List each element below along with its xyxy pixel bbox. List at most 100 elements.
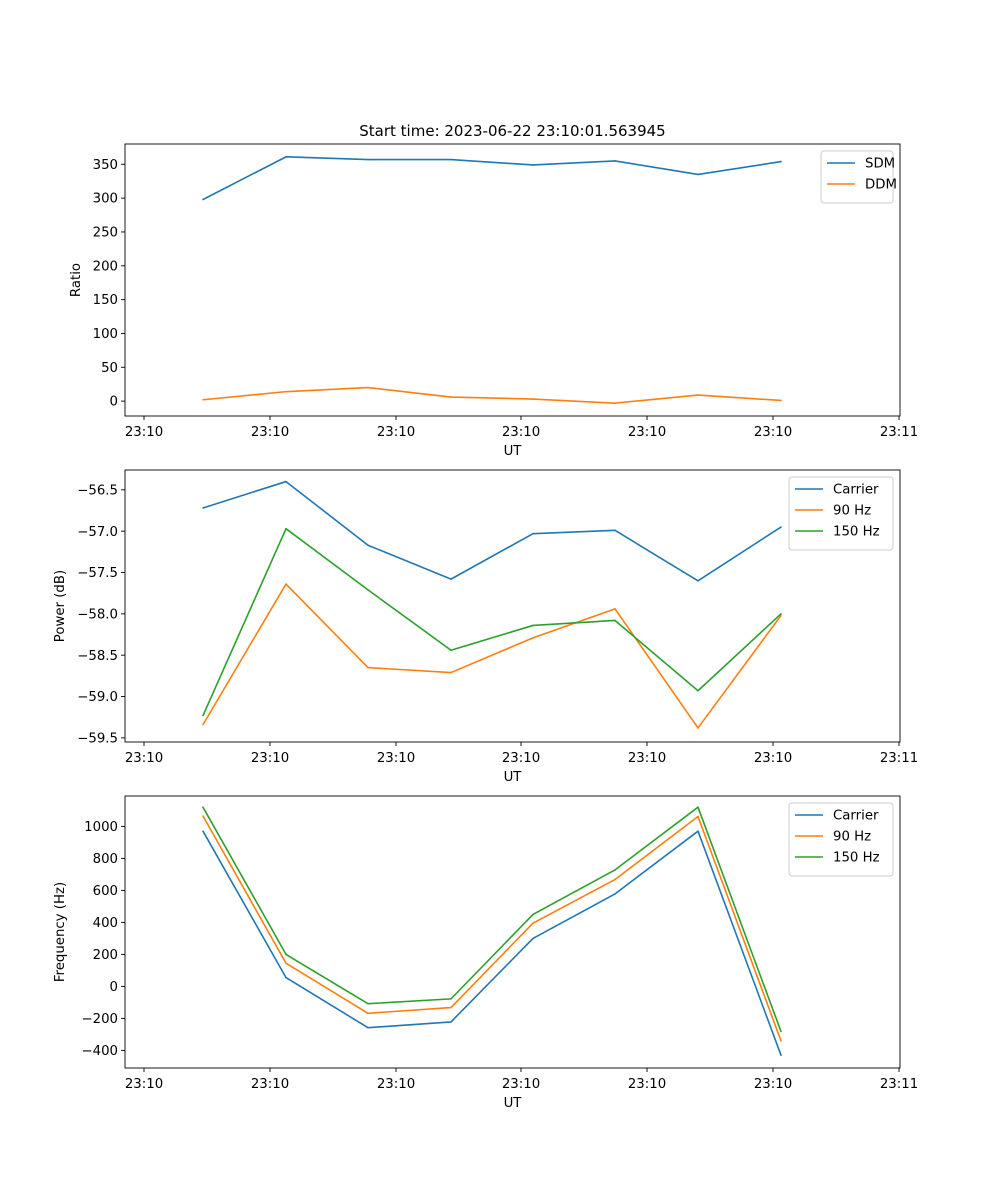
- x-tick-label: 23:10: [377, 1077, 415, 1092]
- data-point: [202, 714, 204, 717]
- x-tick-label: 23:10: [628, 425, 666, 440]
- data-point: [614, 869, 616, 871]
- y-tick-label: 800: [93, 852, 118, 867]
- x-tick-label: 23:10: [754, 425, 792, 440]
- data-point: [450, 649, 452, 652]
- series-line-90-hz: [202, 583, 782, 729]
- data-point: [285, 390, 287, 393]
- data-point: [614, 608, 616, 610]
- data-point: [367, 158, 369, 161]
- data-point: [285, 480, 287, 483]
- legend-label: Carrier: [833, 483, 879, 498]
- y-tick-label: 600: [93, 884, 118, 899]
- series-line-150-hz: [202, 527, 782, 716]
- x-tick-label: 23:10: [251, 751, 289, 766]
- legend-label: SDM: [865, 157, 895, 172]
- y-tick-label: −57.5: [77, 566, 118, 581]
- data-point: [450, 998, 452, 1000]
- y-tick-label: 250: [93, 226, 118, 241]
- data-point: [780, 399, 782, 402]
- data-point: [367, 1026, 369, 1029]
- data-point: [532, 937, 534, 940]
- series-line-carrier: [202, 830, 782, 1056]
- x-tick-label: 23:10: [628, 751, 666, 766]
- data-point: [367, 386, 369, 389]
- x-axis-label: UT: [504, 1096, 523, 1111]
- legend-label: 90 Hz: [833, 830, 871, 845]
- data-point: [532, 164, 534, 166]
- legend-label: 90 Hz: [833, 504, 871, 519]
- y-axis-label: Ratio: [69, 263, 84, 297]
- data-point: [614, 878, 616, 881]
- data-point: [532, 637, 534, 639]
- chart-2: 23:10 23:10 23:10 23:10 23:10 23:10 23:11 UT −59…: [53, 469, 918, 785]
- y-tick-label: −57.0: [77, 525, 118, 540]
- chart-1: 23:10 23:10 23:10 23:10 23:10 23:10 23:11 UT 0 50…: [69, 143, 918, 459]
- data-point: [367, 589, 369, 591]
- x-tick-label: 23:10: [754, 751, 792, 766]
- y-tick-label: 50: [101, 361, 118, 376]
- data-point: [285, 527, 287, 530]
- y-tick-label: 0: [110, 980, 118, 995]
- data-point: [697, 689, 699, 692]
- axes-frame: [124, 143, 901, 417]
- legend-label: 150 Hz: [833, 851, 880, 866]
- data-point: [285, 156, 287, 158]
- x-tick-label: 23:10: [502, 425, 540, 440]
- y-tick-label: −59.0: [77, 690, 118, 705]
- data-point: [697, 579, 699, 582]
- figure-title: Start time: 2023-06-22 23:10:01.563945: [359, 122, 665, 140]
- x-tick-label: 23:10: [502, 1077, 540, 1092]
- y-tick-label: −58.5: [77, 649, 118, 664]
- data-point: [202, 815, 204, 817]
- data-point: [450, 158, 452, 161]
- data-point: [614, 160, 616, 162]
- y-tick-label: 0: [110, 395, 118, 410]
- data-point: [450, 578, 452, 580]
- data-point: [367, 544, 369, 547]
- y-tick-label: 350: [93, 158, 118, 173]
- x-axis-label: UT: [504, 770, 523, 785]
- y-tick-label: 400: [93, 916, 118, 931]
- x-tick-label: 23:11: [880, 1077, 918, 1092]
- data-point: [532, 624, 534, 627]
- data-point: [285, 962, 287, 964]
- data-point: [450, 396, 452, 398]
- data-point: [614, 619, 616, 622]
- y-tick-label: −58.0: [77, 607, 118, 622]
- data-point: [202, 723, 204, 726]
- x-tick-label: 23:10: [125, 751, 163, 766]
- data-point: [697, 806, 699, 808]
- data-point: [532, 532, 534, 535]
- x-tick-label: 23:10: [754, 1077, 792, 1092]
- x-tick-label: 23:10: [377, 751, 415, 766]
- data-point: [285, 976, 287, 979]
- data-point: [697, 394, 699, 396]
- legend-box: [820, 150, 894, 204]
- data-point: [202, 198, 204, 201]
- x-tick-label: 23:10: [628, 1077, 666, 1092]
- axes-frame: [124, 469, 901, 743]
- series-line-ddm: [202, 386, 782, 404]
- y-tick-label: 100: [93, 327, 118, 342]
- data-point: [532, 922, 534, 924]
- data-point: [285, 583, 287, 585]
- legend: Carrier 90 Hz 150 Hz: [788, 476, 894, 551]
- axes-frame: [124, 795, 901, 1069]
- series-line-90-hz: [202, 815, 782, 1042]
- data-point: [285, 953, 287, 956]
- legend: SDM DDM: [820, 150, 897, 204]
- data-point: [614, 893, 616, 895]
- legend-label: DDM: [865, 178, 897, 193]
- x-tick-label: 23:11: [880, 425, 918, 440]
- x-tick-label: 23:10: [502, 751, 540, 766]
- data-point: [450, 671, 452, 674]
- data-point: [202, 806, 204, 808]
- data-point: [202, 398, 204, 401]
- x-tick-label: 23:10: [251, 1077, 289, 1092]
- y-axis-label: Power (dB): [53, 570, 68, 642]
- data-point: [614, 529, 616, 532]
- y-tick-label: −400: [81, 1044, 118, 1059]
- series-line-150-hz: [202, 806, 782, 1032]
